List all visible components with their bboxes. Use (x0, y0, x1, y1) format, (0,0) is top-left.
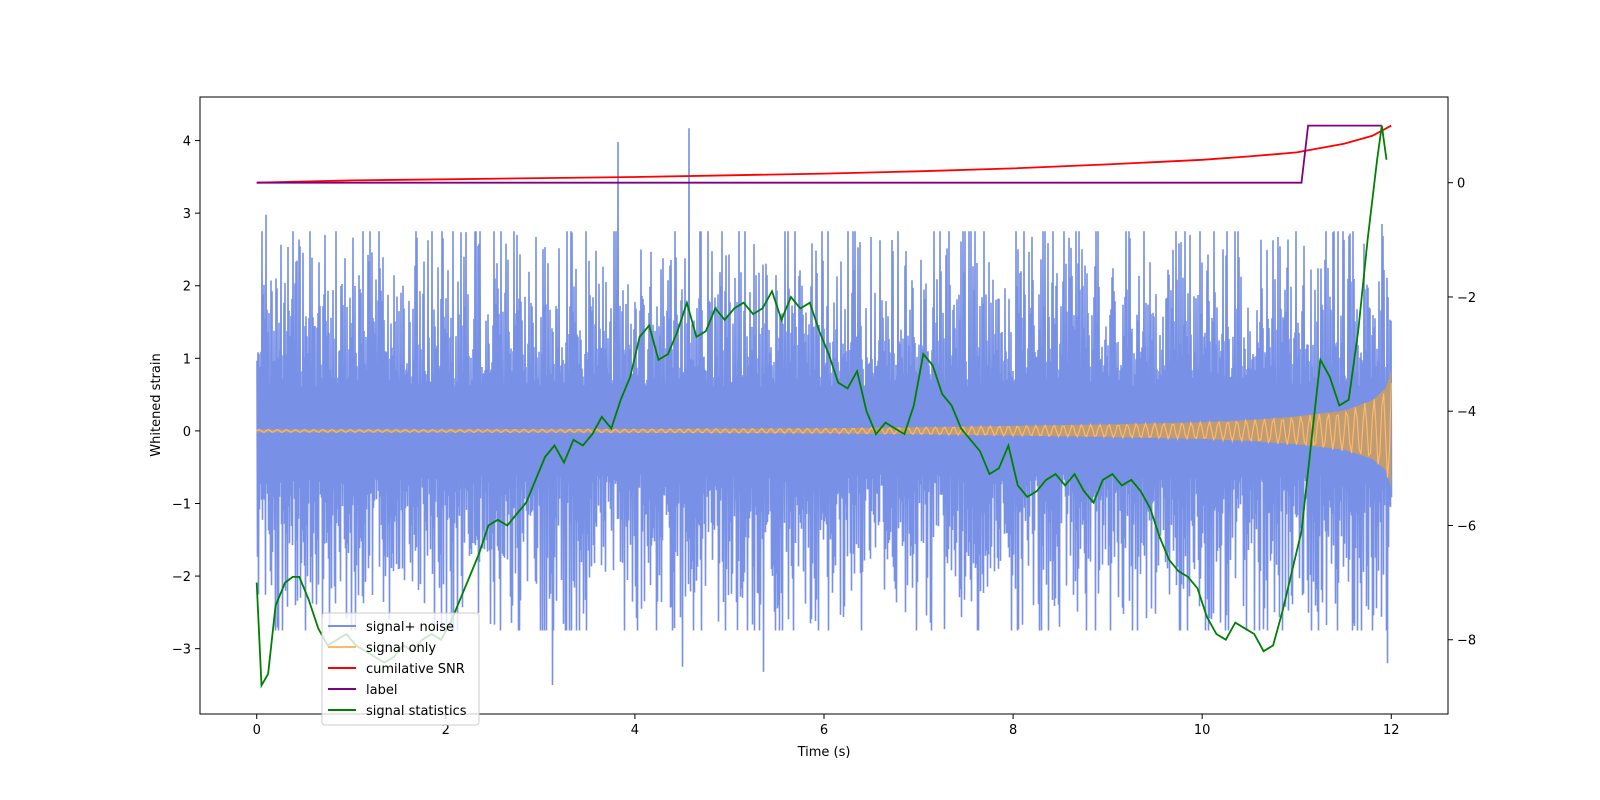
x-tick-label: 8 (1009, 723, 1017, 738)
series-signal-only (256, 369, 1392, 488)
series-signal-noise (256, 128, 1393, 686)
legend-box (321, 612, 480, 726)
y-left-tick-label: −1 (172, 497, 191, 512)
plot-area (255, 124, 1393, 689)
x-tick-label: 4 (631, 723, 639, 738)
y-right-tick-label: −4 (1457, 405, 1476, 420)
x-axis-label: Time (s) (797, 745, 851, 760)
legend: signal+ noise signal only cumilative SNR… (321, 612, 480, 726)
y-left-tick-label: 4 (183, 135, 191, 150)
y-left-tick-label: 1 (183, 352, 191, 367)
x-tick-label: 2 (442, 723, 450, 738)
y-right-tick-label: −2 (1457, 291, 1476, 306)
y-axis-left: −3 −2 −1 0 1 2 3 4 (172, 135, 200, 658)
series-label (256, 124, 1382, 184)
legend-label-label: label (366, 683, 397, 698)
x-tick-label: 0 (253, 723, 261, 738)
y-axis-right: −8 −6 −4 −2 0 (1448, 177, 1476, 649)
y-left-tick-label: 3 (183, 207, 191, 222)
y-left-tick-label: 0 (183, 425, 191, 440)
y-left-tick-label: −2 (172, 570, 191, 585)
series-signal-only-center (256, 383, 1392, 478)
y-right-tick-label: −8 (1457, 634, 1476, 649)
y-left-tick-label: 2 (183, 280, 191, 295)
legend-label-signal-only: signal only (366, 641, 436, 656)
x-tick-label: 10 (1194, 723, 1211, 738)
series-cumulative-snr (256, 124, 1392, 184)
y-right-tick-label: 0 (1457, 177, 1465, 192)
x-tick-label: 12 (1383, 723, 1400, 738)
legend-label-signal-noise: signal+ noise (366, 620, 454, 635)
x-tick-label: 6 (820, 723, 828, 738)
y-left-tick-label: −3 (172, 643, 191, 658)
y-axis-label: Whitened strain (149, 353, 164, 456)
y-right-tick-label: −6 (1457, 519, 1476, 534)
legend-label-cumulative-snr: cumilative SNR (366, 662, 465, 677)
x-axis: 0 2 4 6 8 10 12 (253, 714, 1400, 738)
legend-label-signal-statistics: signal statistics (366, 704, 467, 719)
